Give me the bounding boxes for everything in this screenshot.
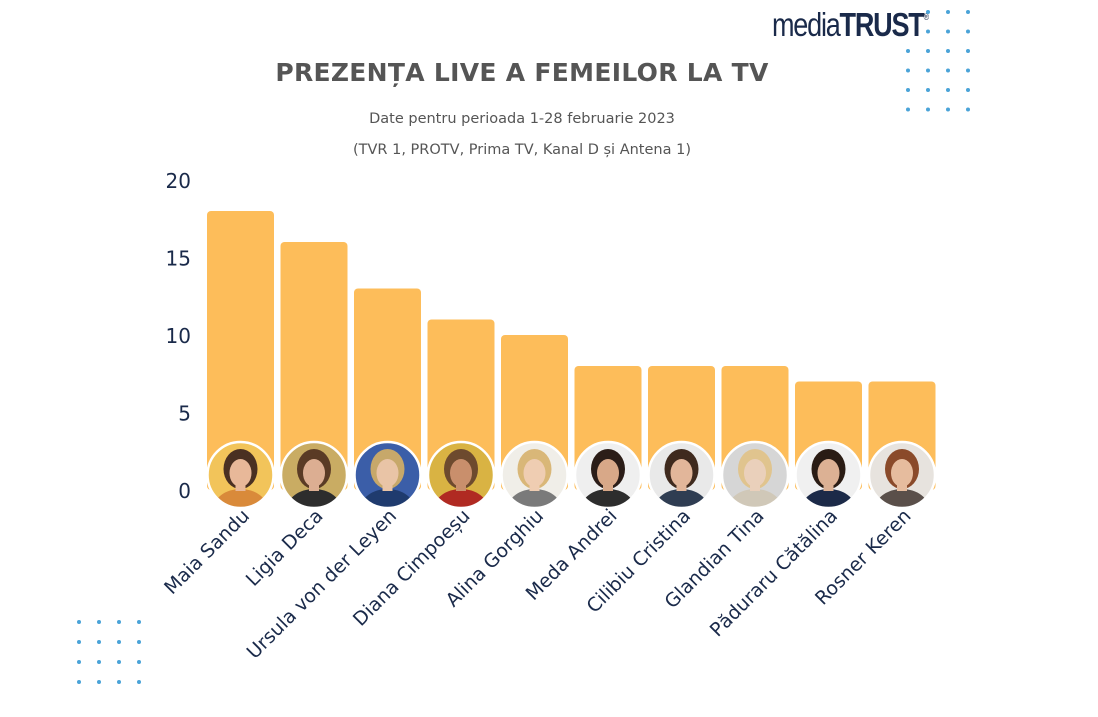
decorative-dot bbox=[117, 680, 121, 684]
x-tick-label: Păduraru Cătălina bbox=[706, 505, 842, 641]
portrait-frame bbox=[353, 440, 422, 510]
bar bbox=[207, 211, 274, 490]
decorative-dot bbox=[77, 620, 81, 624]
portrait-photo bbox=[869, 442, 935, 508]
decorative-dot bbox=[906, 68, 910, 73]
decorative-dot bbox=[926, 68, 930, 73]
portrait-frame bbox=[867, 440, 937, 510]
decorative-dot-grid-bottom bbox=[77, 620, 141, 684]
portrait-photo bbox=[795, 442, 862, 508]
decorative-dot bbox=[97, 680, 101, 684]
decorative-dot bbox=[966, 68, 970, 73]
logo-registered-mark: ® bbox=[923, 12, 929, 22]
decorative-dot bbox=[117, 660, 121, 664]
decorative-dot bbox=[946, 29, 950, 34]
decorative-dot bbox=[906, 49, 910, 53]
portrait-frame bbox=[720, 440, 790, 510]
decorative-dot bbox=[966, 29, 970, 34]
decorative-dot bbox=[906, 107, 910, 112]
portrait-frame bbox=[279, 440, 349, 510]
chart-subtitle-channels: (TVR 1, PROTV, Prima TV, Kanal D și Ante… bbox=[353, 142, 691, 158]
portrait-frame bbox=[573, 440, 643, 510]
y-tick-label: 20 bbox=[166, 169, 191, 193]
mediatrust-logo: mediaTRUST® bbox=[772, 6, 929, 44]
decorative-dot bbox=[966, 10, 970, 14]
portrait-frame bbox=[500, 440, 569, 510]
portrait-photo bbox=[575, 442, 641, 508]
y-tick-label: 10 bbox=[166, 324, 191, 348]
logo-prefix: media bbox=[772, 6, 841, 43]
decorative-dot bbox=[137, 680, 141, 684]
y-tick-label: 5 bbox=[178, 402, 191, 426]
decorative-dot bbox=[966, 49, 970, 53]
portrait-photo bbox=[281, 442, 347, 508]
portrait-frame bbox=[647, 440, 716, 510]
x-tick-label: Maia Sandu bbox=[160, 505, 254, 599]
decorative-dot bbox=[946, 88, 950, 92]
decorative-dot bbox=[946, 10, 950, 14]
decorative-dot bbox=[946, 107, 950, 112]
decorative-dot bbox=[97, 660, 101, 664]
decorative-dot bbox=[137, 660, 141, 664]
decorative-dot bbox=[926, 107, 930, 112]
portrait-photo bbox=[354, 442, 421, 508]
portrait-photo bbox=[428, 442, 494, 508]
portrait-photo bbox=[501, 442, 568, 508]
decorative-dot bbox=[946, 49, 950, 53]
bar bbox=[280, 242, 348, 490]
decorative-dot bbox=[137, 640, 141, 644]
decorative-dot bbox=[77, 680, 81, 684]
logo-brand: TRUST bbox=[839, 6, 925, 43]
decorative-dot bbox=[117, 620, 121, 624]
decorative-dot bbox=[926, 29, 930, 34]
decorative-dot bbox=[97, 620, 101, 624]
decorative-dot bbox=[77, 640, 81, 644]
decorative-dot bbox=[97, 640, 101, 644]
decorative-dot-grid-top bbox=[906, 10, 970, 112]
decorative-dot bbox=[926, 88, 930, 92]
decorative-dot bbox=[966, 107, 970, 112]
portrait-frame bbox=[206, 440, 275, 510]
decorative-dot bbox=[926, 49, 930, 53]
chart-subtitle-period: Date pentru perioada 1-28 februarie 2023 bbox=[369, 111, 675, 127]
portrait-photo bbox=[207, 442, 274, 508]
portrait-frame bbox=[794, 440, 863, 510]
portrait-photo bbox=[648, 442, 715, 508]
portrait-photo bbox=[722, 442, 788, 508]
bar bbox=[354, 288, 421, 490]
y-tick-label: 15 bbox=[166, 247, 191, 271]
decorative-dot bbox=[906, 88, 910, 92]
x-tick-label: Ursula von der Leyen bbox=[243, 505, 401, 663]
portrait-frame bbox=[426, 440, 496, 510]
decorative-dot bbox=[926, 10, 930, 14]
decorative-dot bbox=[77, 660, 81, 664]
chart-title: PREZENȚA LIVE A FEMEILOR LA TV bbox=[275, 58, 769, 87]
decorative-dot bbox=[117, 640, 121, 644]
decorative-dot bbox=[946, 68, 950, 73]
decorative-dot bbox=[966, 88, 970, 92]
decorative-dot bbox=[137, 620, 141, 624]
y-tick-label: 0 bbox=[178, 479, 191, 503]
